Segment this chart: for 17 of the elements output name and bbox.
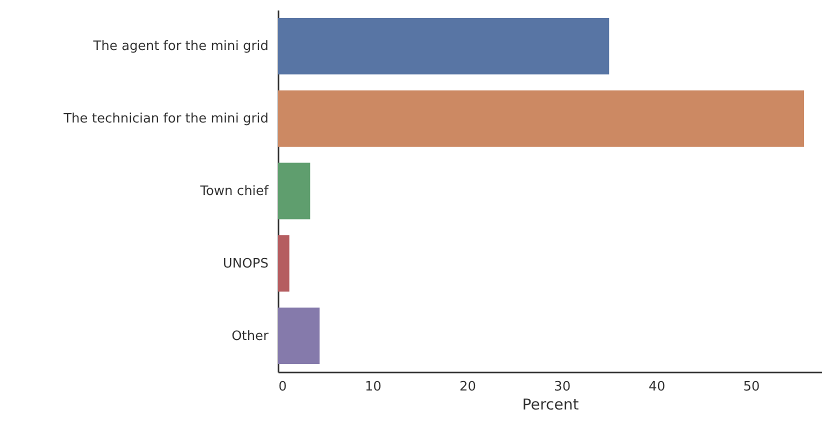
x-axis-title: Percent [522,396,579,414]
bar [278,235,290,292]
y-tick-label: UNOPS [222,256,268,272]
x-tick-label: 10 [364,380,382,394]
y-tick-label: The technician for the mini grid [62,112,268,127]
x-tick-label: 50 [743,380,760,394]
bar [278,162,310,220]
bar [278,90,804,147]
y-tick-label: Town chief [199,184,269,199]
x-tick-label: 0 [278,380,287,394]
bar [278,18,610,74]
bar [278,308,320,364]
y-tick-label: Other [232,328,270,344]
y-tick-label: The agent for the mini grid [92,39,268,54]
x-tick-label: 40 [648,380,666,394]
x-tick-label: 20 [459,380,476,394]
x-tick-label: 30 [554,380,571,394]
